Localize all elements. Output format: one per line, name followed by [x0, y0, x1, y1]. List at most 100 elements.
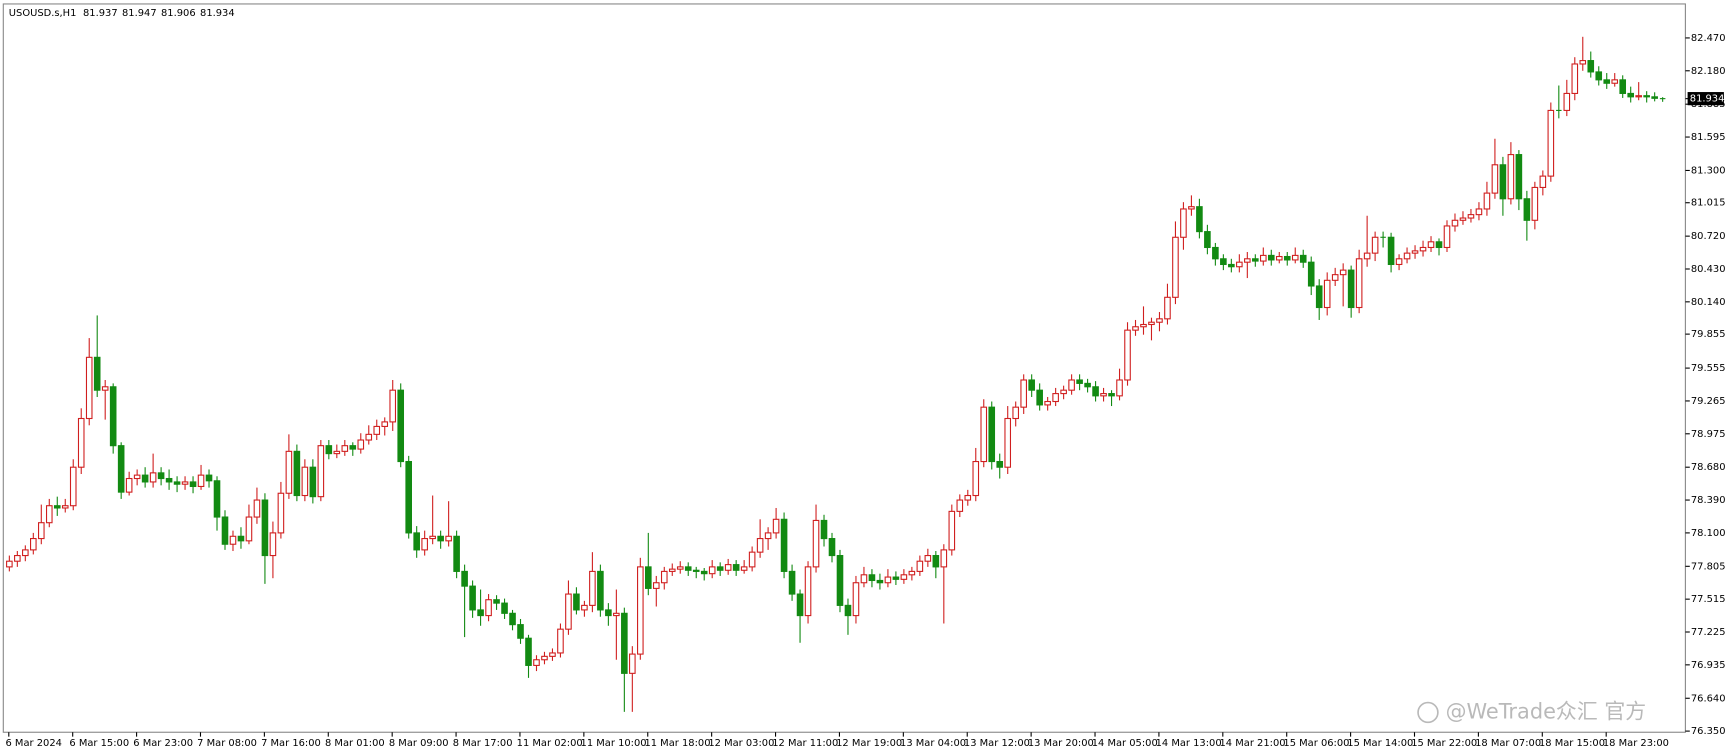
candle-body — [493, 599, 500, 604]
candle-body — [804, 566, 812, 617]
candle-body — [109, 386, 117, 447]
candle-body — [645, 566, 652, 589]
candle-body — [317, 445, 325, 498]
candle-body — [1371, 236, 1379, 254]
candle-body — [1579, 60, 1587, 65]
candle-body — [533, 659, 540, 666]
candle-body — [1148, 321, 1155, 326]
candle-body — [445, 535, 452, 542]
candle-body — [1627, 92, 1634, 98]
candle-body — [141, 474, 149, 483]
candle-body — [708, 566, 716, 575]
candle-body — [93, 356, 101, 391]
candle-body — [796, 593, 804, 617]
x-tick-label: 11 Mar 10:00 — [581, 738, 647, 749]
candle-body — [1004, 417, 1012, 468]
candle-body — [557, 628, 564, 654]
x-tick-label: 6 Mar 15:00 — [69, 738, 129, 749]
y-tick-label: 79.265 — [1691, 396, 1725, 407]
candle-body — [1299, 254, 1307, 263]
x-tick-label: 12 Mar 19:00 — [836, 738, 902, 749]
candle-body — [1236, 261, 1243, 268]
x-tick-label: 8 Mar 01:00 — [325, 738, 385, 749]
candle-body — [884, 576, 892, 584]
candle-body — [1435, 241, 1443, 249]
y-tick-label: 80.140 — [1691, 297, 1725, 308]
candle-body — [14, 554, 21, 562]
candle-body — [245, 516, 253, 542]
candle-body — [972, 460, 980, 497]
candle-body — [1020, 379, 1027, 408]
candle-body — [1036, 389, 1043, 406]
candle-body — [69, 466, 77, 507]
candle-body — [852, 582, 860, 617]
candle-body — [1323, 279, 1331, 309]
candle-body — [605, 609, 612, 617]
y-tick-label: 78.100 — [1691, 528, 1725, 539]
y-tick-label: 77.515 — [1691, 594, 1725, 605]
candle-body — [844, 604, 852, 617]
candle-body — [405, 460, 412, 534]
candle-body — [812, 519, 820, 568]
candle-body — [1100, 393, 1107, 397]
candle-body — [165, 477, 173, 483]
candle-body — [820, 519, 828, 540]
candle-body — [1212, 246, 1219, 260]
candle-body — [1044, 400, 1051, 406]
candle-body — [589, 570, 596, 606]
y-tick-label: 82.470 — [1691, 33, 1725, 44]
candle-body — [1499, 164, 1507, 200]
candle-body — [932, 554, 940, 568]
candle-body — [676, 566, 684, 570]
candle-body — [381, 421, 389, 427]
candle-body — [1132, 326, 1139, 331]
candle-body — [1291, 254, 1299, 261]
candle-body — [485, 599, 492, 617]
candle-body — [756, 538, 764, 553]
candle-body — [1515, 154, 1523, 200]
x-tick-label: 15 Mar 22:00 — [1411, 738, 1477, 749]
candle-body — [860, 574, 868, 584]
x-tick-label: 11 Mar 02:00 — [517, 738, 583, 749]
candle-body — [181, 481, 189, 485]
candle-body — [1475, 208, 1483, 216]
candle-body — [1084, 382, 1091, 388]
candle-body — [1403, 252, 1411, 260]
watermark: @WeTrade众汇 官方 — [1446, 699, 1647, 723]
candle-body — [1204, 231, 1211, 249]
candle-body — [349, 445, 357, 450]
candle-body — [389, 389, 397, 423]
x-tick-label: 14 Mar 13:00 — [1156, 738, 1222, 749]
candle-body — [1315, 285, 1323, 309]
candle-body — [868, 574, 876, 582]
y-tick-label: 80.720 — [1691, 231, 1725, 242]
candle-body — [613, 612, 620, 617]
y-tick-label: 82.180 — [1691, 66, 1725, 77]
candle-body — [22, 549, 29, 557]
candle-body — [269, 532, 277, 557]
candle-body — [341, 445, 349, 452]
candle-body — [1635, 95, 1642, 98]
candle-body — [1347, 269, 1355, 309]
candle-body — [1539, 175, 1547, 188]
candle-body — [1595, 71, 1603, 81]
candle-body — [285, 450, 293, 494]
y-tick-label: 81.015 — [1691, 198, 1725, 209]
candle-body — [597, 570, 604, 611]
candle-body — [1012, 406, 1020, 420]
candle-body — [876, 579, 884, 584]
candle-body — [1355, 258, 1363, 309]
candle-body — [373, 425, 381, 435]
candle-body — [229, 535, 237, 545]
candle-body — [30, 538, 37, 551]
candle-body — [780, 518, 788, 572]
candle-body — [541, 655, 548, 661]
candle-body — [1092, 386, 1099, 397]
candle-body — [692, 569, 700, 572]
candle-body — [429, 535, 436, 540]
candle-body — [1395, 258, 1403, 266]
candle-body — [397, 389, 405, 463]
candle-body — [1060, 389, 1067, 395]
